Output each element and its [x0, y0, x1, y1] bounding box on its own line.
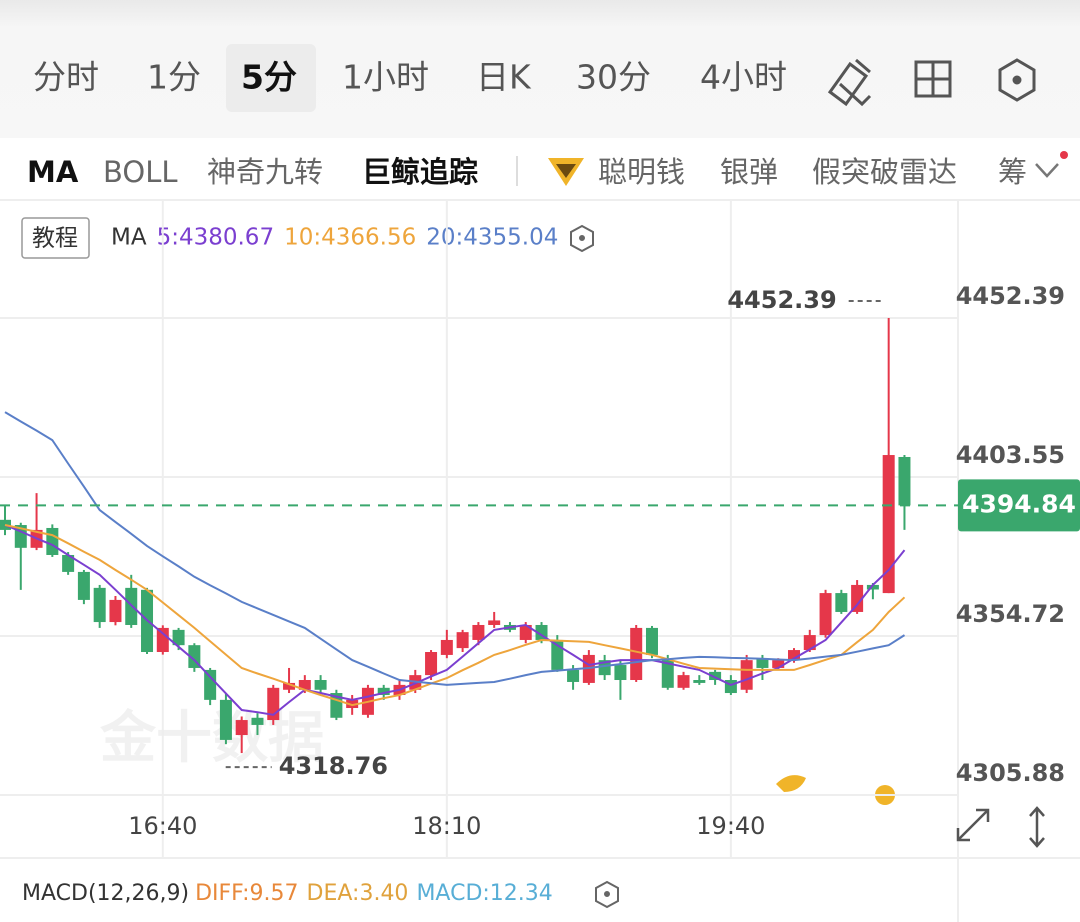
candle-body	[472, 624, 485, 640]
watermark: 金十数据	[99, 706, 324, 771]
tutorial-label[interactable]: 教程	[32, 226, 78, 252]
candle-body	[866, 584, 879, 590]
last-price-box	[958, 479, 1080, 532]
period-tab[interactable]: 分时	[33, 58, 99, 97]
x-tick-label: 16:40	[128, 812, 197, 840]
candle-body	[488, 620, 501, 625]
ma-settings-icon[interactable]	[570, 224, 594, 253]
candle-body	[693, 680, 706, 683]
scale-icon[interactable]	[1029, 806, 1045, 848]
macd-settings-icon[interactable]	[595, 880, 619, 909]
candle-body	[440, 639, 453, 655]
candle-body	[645, 627, 658, 655]
fullscreen-icon[interactable]	[956, 808, 990, 842]
layout-icon[interactable]	[914, 60, 952, 98]
candle-body	[314, 680, 327, 690]
indicator-tab[interactable]: 神奇九转	[207, 155, 323, 189]
candle-body	[519, 624, 532, 640]
settings-icon[interactable]	[998, 58, 1036, 102]
candle-body	[677, 675, 690, 688]
indicator-tab[interactable]: 银弹	[720, 155, 778, 189]
period-tab[interactable]: 4小时	[700, 58, 787, 97]
whale-icon	[776, 775, 806, 792]
candle-body	[14, 525, 27, 548]
candle-body	[425, 652, 438, 676]
ma-line	[4, 411, 906, 686]
ma-line	[4, 524, 906, 716]
y-tick-label: 4305.88	[956, 759, 1065, 787]
period-tab[interactable]: 1分	[147, 58, 201, 97]
candle-body	[251, 717, 264, 725]
macd-entry: DIFF:9.57	[195, 881, 298, 906]
candle-body	[835, 593, 848, 612]
draw-tool-icon[interactable]	[827, 58, 872, 107]
candle-body	[882, 455, 895, 594]
candle-body	[109, 599, 122, 623]
candle-body	[740, 660, 753, 690]
x-tick-label: 18:10	[412, 812, 481, 840]
candle-body	[709, 671, 722, 681]
legend-entry: 10:4366.56	[284, 225, 416, 251]
max-label: 4452.39	[727, 286, 836, 314]
x-tick-label: 19:40	[696, 812, 765, 840]
candle-body	[661, 660, 674, 688]
legend-entry: 20:4355.04	[426, 225, 558, 251]
indicator-tab[interactable]: 假突破雷达	[812, 155, 957, 189]
indicator-tab[interactable]: BOLL	[103, 155, 178, 189]
candle-body	[456, 632, 469, 649]
indicator-tab[interactable]: 巨鲸追踪	[362, 155, 478, 189]
period-tab[interactable]: 30分	[576, 58, 651, 97]
candle-body	[219, 699, 232, 740]
min-label: 4318.76	[279, 752, 388, 780]
candle-body	[772, 660, 785, 668]
candle-body	[46, 527, 59, 555]
period-tab[interactable]: 日K	[476, 58, 532, 97]
y-tick-label: 4403.55	[956, 441, 1065, 469]
candle-body	[756, 658, 769, 668]
indicator-tab[interactable]: 聪明钱	[598, 155, 685, 189]
candle-body	[172, 629, 185, 646]
candle-body	[819, 593, 832, 636]
last-price-label: 4394.84	[962, 489, 1076, 518]
tab-highlight	[226, 44, 316, 112]
y-tick-label: 4452.39	[956, 282, 1065, 310]
candle-body	[851, 584, 864, 612]
candle-body	[346, 699, 359, 709]
top-bar	[0, 0, 1080, 138]
period-tab[interactable]: 1小时	[342, 58, 429, 97]
candle-body	[298, 680, 311, 690]
period-tab[interactable]: 5分	[241, 58, 297, 97]
smart-money-icon	[548, 158, 584, 186]
tutorial-box[interactable]	[21, 217, 90, 259]
candle-body	[283, 682, 296, 690]
candle-body	[567, 669, 580, 682]
candle-body	[77, 571, 90, 600]
indicator-tab[interactable]: 筹	[998, 155, 1027, 189]
candle-body	[803, 635, 816, 651]
more-chevron[interactable]	[1035, 163, 1059, 178]
candle-body	[788, 650, 800, 661]
candle-body	[377, 687, 390, 695]
candle-body	[204, 669, 217, 700]
legend-entry: 5:4380.67	[157, 225, 275, 251]
ma-line	[4, 524, 906, 707]
candle-body	[898, 456, 911, 506]
candle-body	[235, 720, 248, 736]
candle-body	[630, 627, 643, 681]
macd-entry: MACD:12.34	[416, 881, 552, 906]
macd-entry: DEA:3.40	[307, 881, 409, 906]
candle-body	[614, 665, 627, 681]
notice-dot	[1060, 151, 1068, 159]
y-tick-label: 4354.72	[956, 600, 1065, 628]
candle-body	[62, 554, 75, 572]
indicator-tab[interactable]: MA	[27, 155, 79, 189]
candle-body	[93, 587, 106, 623]
macd-title: MACD(12,26,9)	[22, 881, 189, 906]
candle-body	[156, 627, 169, 653]
legend-name: MA	[111, 225, 147, 251]
